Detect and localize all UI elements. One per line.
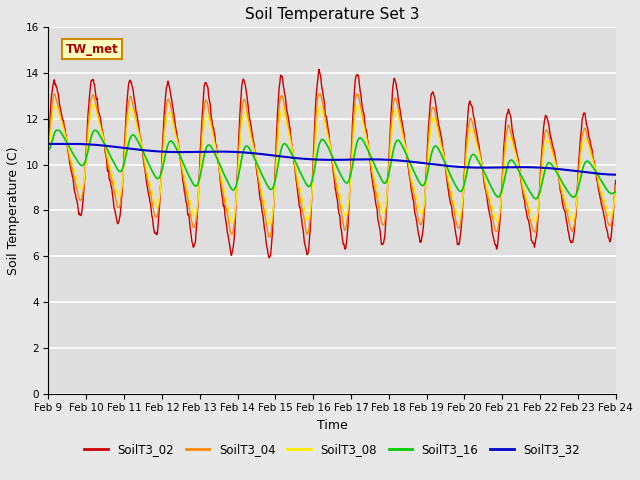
SoilT3_04 [495,218,503,224]
SoilT3_02 [495,228,503,234]
SoilT3_02 [157,181,164,187]
Y-axis label: Soil Temperature (C): Soil Temperature (C) [7,146,20,275]
SoilT3_04 [266,234,273,240]
SoilT3_32 [420,160,428,166]
SoilT3_04 [612,182,620,188]
SoilT3_08 [157,177,165,183]
SoilT3_02 [315,67,323,72]
SoilT3_32 [157,149,165,155]
SoilT3_02 [171,117,179,122]
Line: SoilT3_04: SoilT3_04 [49,94,616,237]
SoilT3_04 [421,194,429,200]
Line: SoilT3_08: SoilT3_08 [49,105,616,225]
Title: Soil Temperature Set 3: Soil Temperature Set 3 [245,7,419,22]
SoilT3_16 [495,194,502,200]
SoilT3_32 [63,141,71,147]
SoilT3_16 [545,160,553,166]
SoilT3_08 [45,148,52,154]
SoilT3_02 [612,178,620,183]
SoilT3_04 [51,91,58,96]
SoilT3_04 [235,153,243,159]
SoilT3_32 [171,149,179,155]
SoilT3_08 [612,190,620,196]
SoilT3_16 [45,147,52,153]
Text: TW_met: TW_met [65,43,118,56]
SoilT3_32 [495,165,502,170]
SoilT3_16 [52,127,60,133]
SoilT3_16 [532,196,540,202]
SoilT3_16 [157,170,165,176]
SoilT3_16 [171,143,179,149]
SoilT3_02 [234,153,242,159]
SoilT3_08 [421,194,429,200]
SoilT3_02 [545,123,553,129]
SoilT3_08 [171,130,179,136]
Line: SoilT3_02: SoilT3_02 [49,70,616,258]
SoilT3_04 [171,128,179,134]
SoilT3_04 [157,173,165,179]
SoilT3_02 [45,140,52,146]
SoilT3_04 [45,146,52,152]
SoilT3_08 [545,140,553,145]
SoilT3_08 [90,102,97,108]
SoilT3_16 [420,181,428,187]
SoilT3_16 [612,189,620,195]
SoilT3_08 [235,165,243,170]
SoilT3_02 [266,255,273,261]
SoilT3_16 [235,173,243,179]
SoilT3_32 [612,172,620,178]
Line: SoilT3_32: SoilT3_32 [49,144,616,175]
SoilT3_04 [545,133,553,139]
SoilT3_32 [45,141,52,147]
Legend: SoilT3_02, SoilT3_04, SoilT3_08, SoilT3_16, SoilT3_32: SoilT3_02, SoilT3_04, SoilT3_08, SoilT3_… [79,439,584,461]
SoilT3_08 [266,222,274,228]
SoilT3_32 [545,165,552,171]
Line: SoilT3_16: SoilT3_16 [49,130,616,199]
SoilT3_02 [421,197,429,203]
X-axis label: Time: Time [317,419,348,432]
SoilT3_32 [235,149,243,155]
SoilT3_08 [495,214,503,219]
